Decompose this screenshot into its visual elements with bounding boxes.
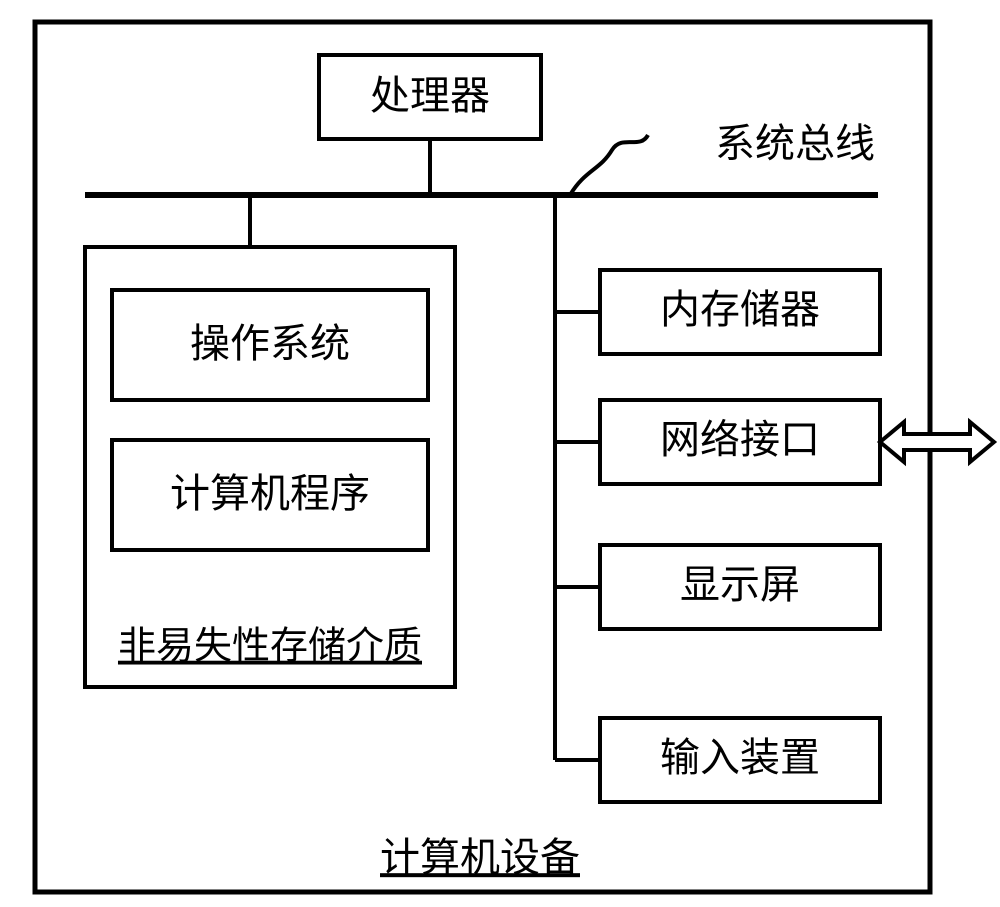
bidirectional-arrow-icon bbox=[880, 422, 994, 462]
right-box-label-0: 内存储器 bbox=[660, 287, 820, 332]
right-box-label-3: 输入装置 bbox=[660, 735, 820, 780]
os-label: 操作系统 bbox=[190, 321, 350, 366]
storage-container-label: 非易失性存储介质 bbox=[118, 626, 422, 668]
outer-box-label: 计算机设备 bbox=[380, 835, 580, 880]
program-label: 计算机程序 bbox=[170, 471, 370, 516]
processor-label: 处理器 bbox=[370, 73, 490, 118]
right-box-label-2: 显示屏 bbox=[680, 562, 800, 607]
right-box-label-1: 网络接口 bbox=[660, 417, 820, 462]
system-bus-label: 系统总线 bbox=[715, 121, 875, 166]
